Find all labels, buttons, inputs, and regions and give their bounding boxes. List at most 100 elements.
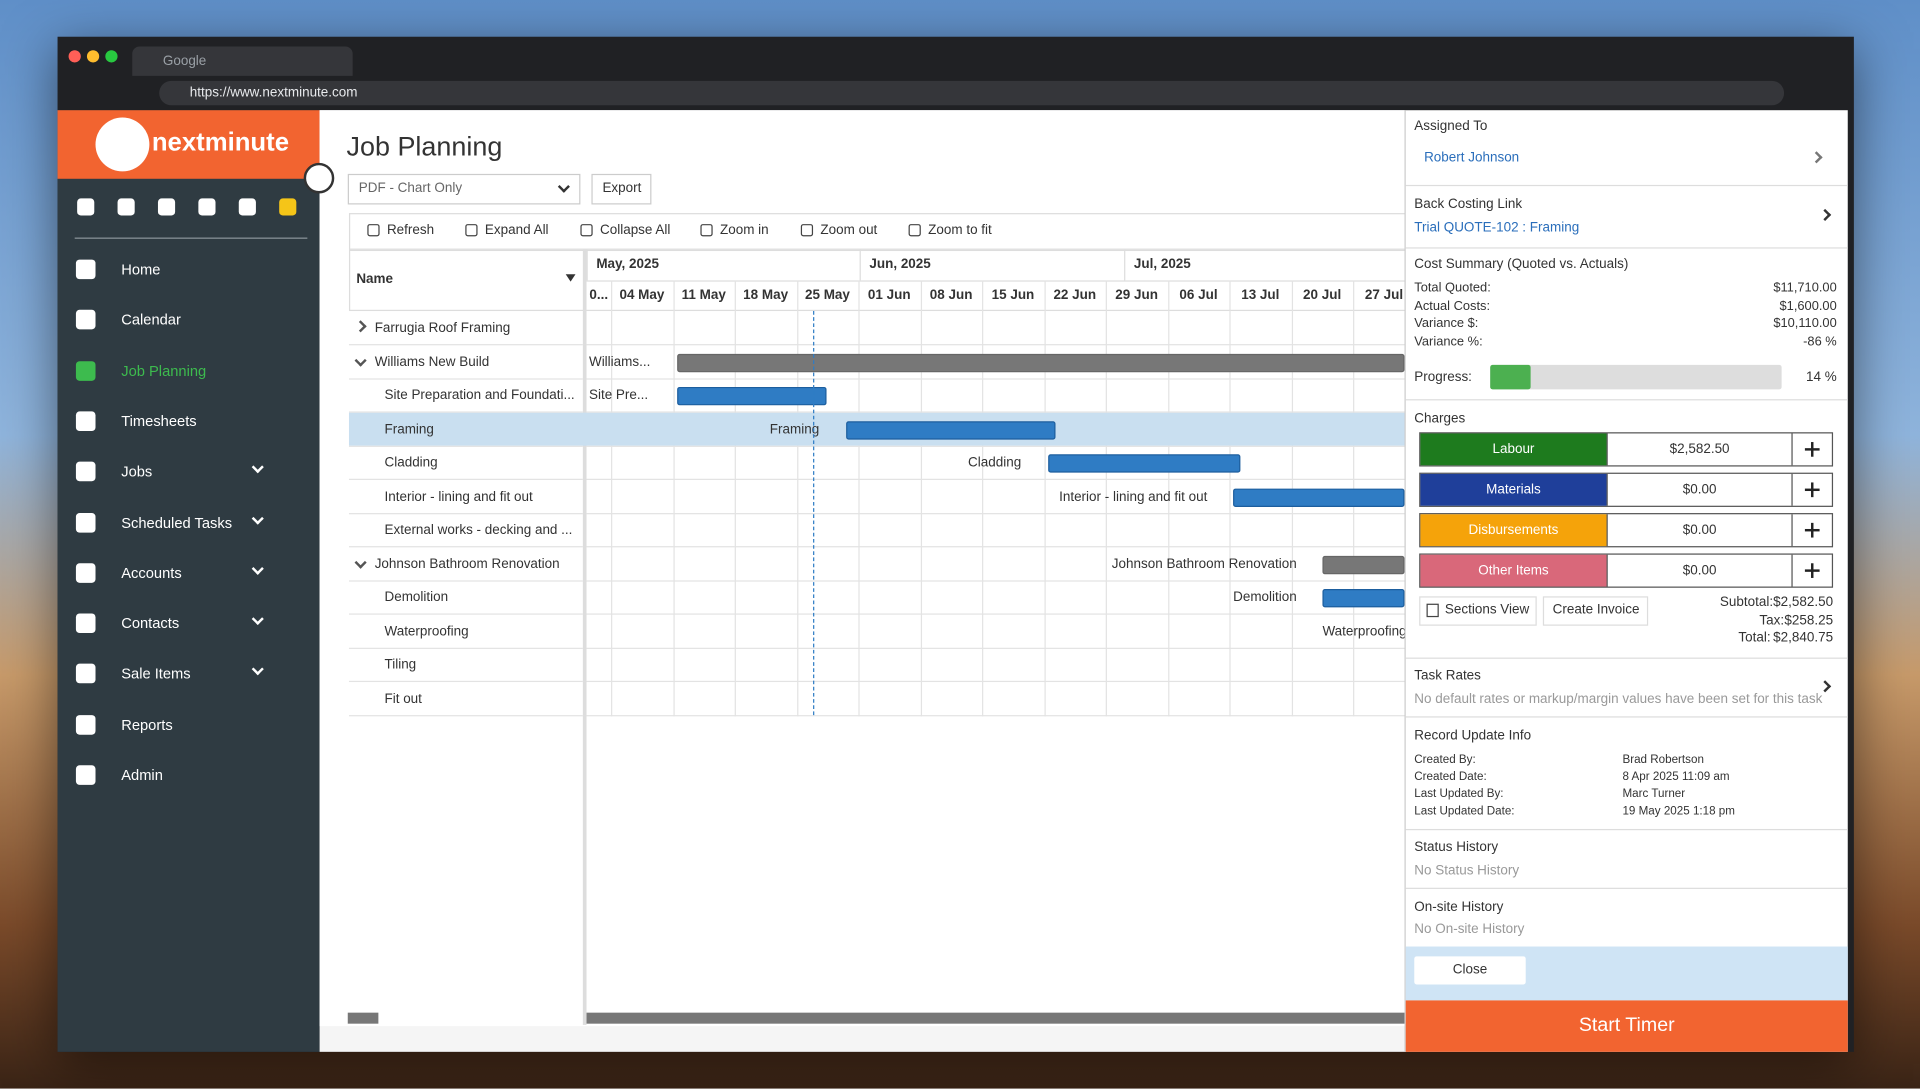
button[interactable]: [1419, 596, 1537, 626]
window-button[interactable]: [105, 50, 118, 63]
month-label: May, 2025: [596, 257, 659, 272]
toolbar-button[interactable]: Zoom in: [720, 222, 769, 238]
logo-icon: [95, 117, 150, 172]
toolbar-button[interactable]: Zoom to fit: [928, 222, 992, 238]
charge-type: Other Items: [1420, 554, 1607, 587]
nav-item[interactable]: Job Planning: [121, 361, 207, 380]
icon[interactable]: [77, 198, 95, 216]
nav-item[interactable]: Accounts: [121, 564, 182, 582]
add-button[interactable]: [1811, 442, 1814, 457]
start-timer[interactable]: [1405, 1000, 1848, 1052]
task-name[interactable]: Interior - lining and fit out: [384, 489, 533, 504]
tab[interactable]: [132, 46, 353, 76]
nav-item[interactable]: Sale Items: [121, 665, 191, 683]
label: Status History: [1414, 840, 1499, 855]
toolbar-icon: [580, 224, 593, 237]
label: Record Update Info: [1414, 728, 1532, 744]
add-button[interactable]: [1811, 563, 1814, 578]
task-name[interactable]: Site Preparation and Foundati...: [384, 388, 575, 403]
week-column: [1043, 280, 1046, 717]
task-name[interactable]: Framing: [384, 421, 434, 437]
divider: [1405, 657, 1848, 659]
url: https://www.nextminute.com: [189, 85, 358, 101]
label: On-site History: [1414, 900, 1504, 915]
task-name[interactable]: Farrugia Roof Framing: [374, 320, 511, 336]
task-name[interactable]: Tiling: [384, 657, 417, 673]
button-text[interactable]: Sections View: [1444, 602, 1530, 618]
nav-item[interactable]: Home: [121, 260, 161, 278]
icon[interactable]: [238, 198, 256, 216]
task-name[interactable]: Johnson Bathroom Renovation: [374, 556, 560, 572]
cost-value: $1,600.00: [1779, 298, 1837, 314]
charge-amount: $2,582.50: [1606, 433, 1793, 466]
toolbar-button[interactable]: Zoom out: [820, 222, 878, 238]
nav-item[interactable]: Calendar: [121, 311, 181, 329]
icon[interactable]: [279, 198, 297, 216]
icon[interactable]: [157, 198, 176, 216]
row-line: [586, 344, 1405, 346]
nav-item[interactable]: Reports: [121, 715, 173, 734]
week-label: 25 May: [804, 288, 850, 303]
week-column: [858, 280, 860, 717]
task-name[interactable]: Cladding: [384, 455, 438, 471]
add-button[interactable]: [1811, 522, 1814, 538]
menu-toggle[interactable]: [303, 162, 335, 194]
cost-label: Actual Costs:: [1414, 298, 1491, 314]
task-name[interactable]: Williams New Build: [374, 354, 490, 370]
window-button[interactable]: [68, 50, 81, 63]
row-line: [348, 377, 583, 379]
row-line: [586, 714, 1405, 716]
task-name[interactable]: Demolition: [384, 590, 449, 605]
toolbar-button[interactable]: Expand All: [484, 222, 549, 238]
icon[interactable]: [198, 198, 216, 216]
record-value: 8 Apr 2025 11:09 am: [1622, 770, 1730, 784]
tab-title: Google: [162, 53, 207, 69]
nav-item[interactable]: Jobs: [121, 463, 153, 481]
row-line: [586, 546, 1405, 548]
row-line: [348, 546, 583, 548]
row-line: [348, 344, 583, 346]
nav-icon: [75, 664, 96, 684]
export-button[interactable]: [591, 173, 652, 205]
scrollbar: [586, 1012, 1405, 1024]
gantt-bar[interactable]: [1048, 454, 1241, 473]
nav-item[interactable]: Scheduled Tasks: [121, 513, 233, 531]
label: Charges: [1414, 411, 1466, 427]
row-line: [348, 512, 583, 514]
week-label: 22 Jun: [1053, 288, 1097, 303]
toolbar-button[interactable]: Refresh: [386, 222, 435, 238]
grid-divider: [582, 249, 587, 1025]
nav-item[interactable]: Timesheets: [121, 412, 197, 430]
charge-box: [1419, 553, 1834, 588]
icon[interactable]: [117, 198, 135, 216]
nav-item[interactable]: Admin: [121, 766, 163, 784]
week-label: 08 Jun: [929, 288, 973, 303]
button-text[interactable]: Create Invoice: [1552, 602, 1640, 618]
task-name[interactable]: Waterproofing: [384, 623, 469, 639]
progress-fill: [1490, 364, 1531, 390]
month-label: Jul, 2025: [1133, 257, 1191, 272]
link[interactable]: Robert Johnson: [1424, 150, 1520, 166]
export-select[interactable]: [347, 173, 581, 205]
add-button[interactable]: [1811, 482, 1814, 498]
task-name[interactable]: Fit out: [384, 691, 422, 706]
nav-item[interactable]: Contacts: [121, 614, 180, 632]
task-name[interactable]: External works - decking and ...: [384, 522, 573, 538]
button[interactable]: [1542, 596, 1649, 626]
month-label: Jun, 2025: [869, 257, 931, 272]
gantt-bar[interactable]: [846, 420, 1056, 439]
window-button[interactable]: [86, 50, 100, 63]
toolbar-button[interactable]: Collapse All: [600, 222, 671, 238]
link[interactable]: Trial QUOTE-102 : Framing: [1414, 220, 1580, 236]
gantt-bar[interactable]: [1322, 555, 1405, 574]
gantt-bar[interactable]: [677, 353, 1405, 372]
close-button[interactable]: [1414, 956, 1526, 985]
gantt-bar[interactable]: [1233, 487, 1405, 507]
gantt-bar[interactable]: [1322, 588, 1405, 608]
close-text[interactable]: Close: [1452, 962, 1488, 978]
week-column: [734, 280, 736, 717]
note: No Status History: [1414, 863, 1520, 878]
gantt-bar[interactable]: [677, 386, 827, 406]
start-timer-text[interactable]: Start Timer: [1578, 1015, 1675, 1036]
week-label: 18 May: [743, 288, 789, 303]
